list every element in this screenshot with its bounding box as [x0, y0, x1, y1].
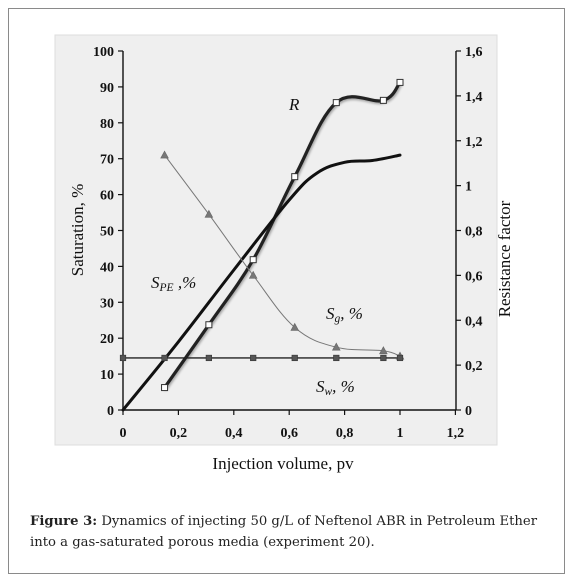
marker-sw	[380, 354, 387, 362]
x-tick-label: 1,2	[447, 426, 465, 441]
marker-sg	[331, 342, 341, 351]
marker-r	[161, 384, 169, 392]
y-left-tick-label: 70	[100, 153, 114, 168]
marker-sw	[333, 354, 340, 362]
series-label-sg: Sg, %	[326, 304, 363, 325]
marker-r	[291, 173, 299, 181]
marker-sg	[204, 209, 214, 218]
y-left-tick-label: 10	[100, 368, 114, 383]
marker-sg	[160, 150, 169, 159]
caption-label: Figure 3:	[30, 514, 98, 529]
x-tick-label: 0,4	[225, 426, 243, 441]
series-label-sw-tail: , %	[332, 377, 355, 396]
marker-sw	[119, 354, 127, 362]
y-right-tick-label: 1	[465, 180, 472, 195]
x-tick-label: 0,2	[170, 426, 188, 441]
y-left-tick-label: 80	[100, 117, 114, 132]
y-left-tick-label: 60	[100, 189, 114, 204]
series-label-spe-main: S	[151, 273, 160, 292]
series-label-spe-tail: ,%	[174, 273, 197, 292]
marker-sw	[291, 354, 298, 362]
series-label-spe-sub: PE	[159, 282, 174, 294]
x-tick-label: 1	[397, 426, 404, 441]
series-label-sw-sub: w	[325, 386, 333, 398]
series-label-spe: SPE ,%	[151, 273, 196, 294]
x-tick-label: 0,6	[280, 426, 298, 441]
series-label-sg-main: S	[326, 304, 335, 323]
y-right-axis-label: Resistance factor	[495, 200, 514, 317]
y-left-tick-label: 40	[100, 260, 114, 275]
chart: 010203040506070809010000,20,40,60,811,21…	[54, 34, 514, 473]
marker-r	[379, 96, 387, 104]
series-label-r: R	[288, 95, 300, 114]
axes	[118, 50, 461, 415]
y-right-tick-label: 0,2	[465, 359, 483, 374]
marker-sg	[379, 346, 388, 355]
figure-caption: Figure 3: Dynamics of injecting 50 g/L o…	[30, 511, 550, 553]
series-label-sw: Sw, %	[316, 377, 355, 398]
plot-area	[54, 34, 498, 446]
caption-text: Dynamics of injecting 50 g/L of Neftenol…	[30, 514, 538, 550]
series-line-spe	[121, 153, 402, 412]
series-label-sg-sub: g	[335, 313, 341, 325]
series-label-sg-tail: , %	[340, 304, 363, 323]
marker-sw	[205, 354, 212, 362]
y-left-tick-label: 90	[100, 81, 114, 96]
y-left-tick-label: 0	[107, 404, 114, 419]
tick-labels: 010203040506070809010000,20,40,60,811,21…	[93, 45, 483, 441]
x-tick-label: 0	[120, 426, 127, 441]
y-right-tick-label: 1,6	[465, 45, 483, 60]
marker-layer	[119, 78, 405, 392]
marker-sw	[396, 354, 404, 362]
y-right-tick-label: 0,8	[465, 225, 483, 240]
marker-sw	[250, 354, 257, 362]
x-axis-label: Injection volume, pv	[212, 454, 354, 473]
y-right-tick-label: 1,2	[465, 135, 483, 150]
y-right-tick-label: 0,6	[465, 269, 483, 284]
marker-sg	[290, 322, 300, 331]
series-label-sw-main: S	[316, 377, 325, 396]
y-right-tick-label: 1,4	[465, 90, 483, 105]
x-tick-label: 0,8	[336, 426, 354, 441]
y-right-tick-label: 0	[465, 404, 472, 419]
y-left-tick-label: 100	[93, 45, 114, 60]
y-left-tick-label: 30	[100, 296, 114, 311]
y-left-tick-label: 50	[100, 225, 114, 240]
marker-r	[396, 78, 404, 86]
marker-r	[332, 99, 340, 107]
y-left-tick-label: 20	[100, 332, 114, 347]
marker-sw	[161, 354, 168, 362]
marker-r	[205, 321, 213, 329]
y-right-tick-label: 0,4	[465, 314, 483, 329]
marker-sg	[248, 270, 258, 279]
marker-r	[249, 256, 257, 264]
y-left-axis-label: Saturation, %	[68, 184, 87, 277]
